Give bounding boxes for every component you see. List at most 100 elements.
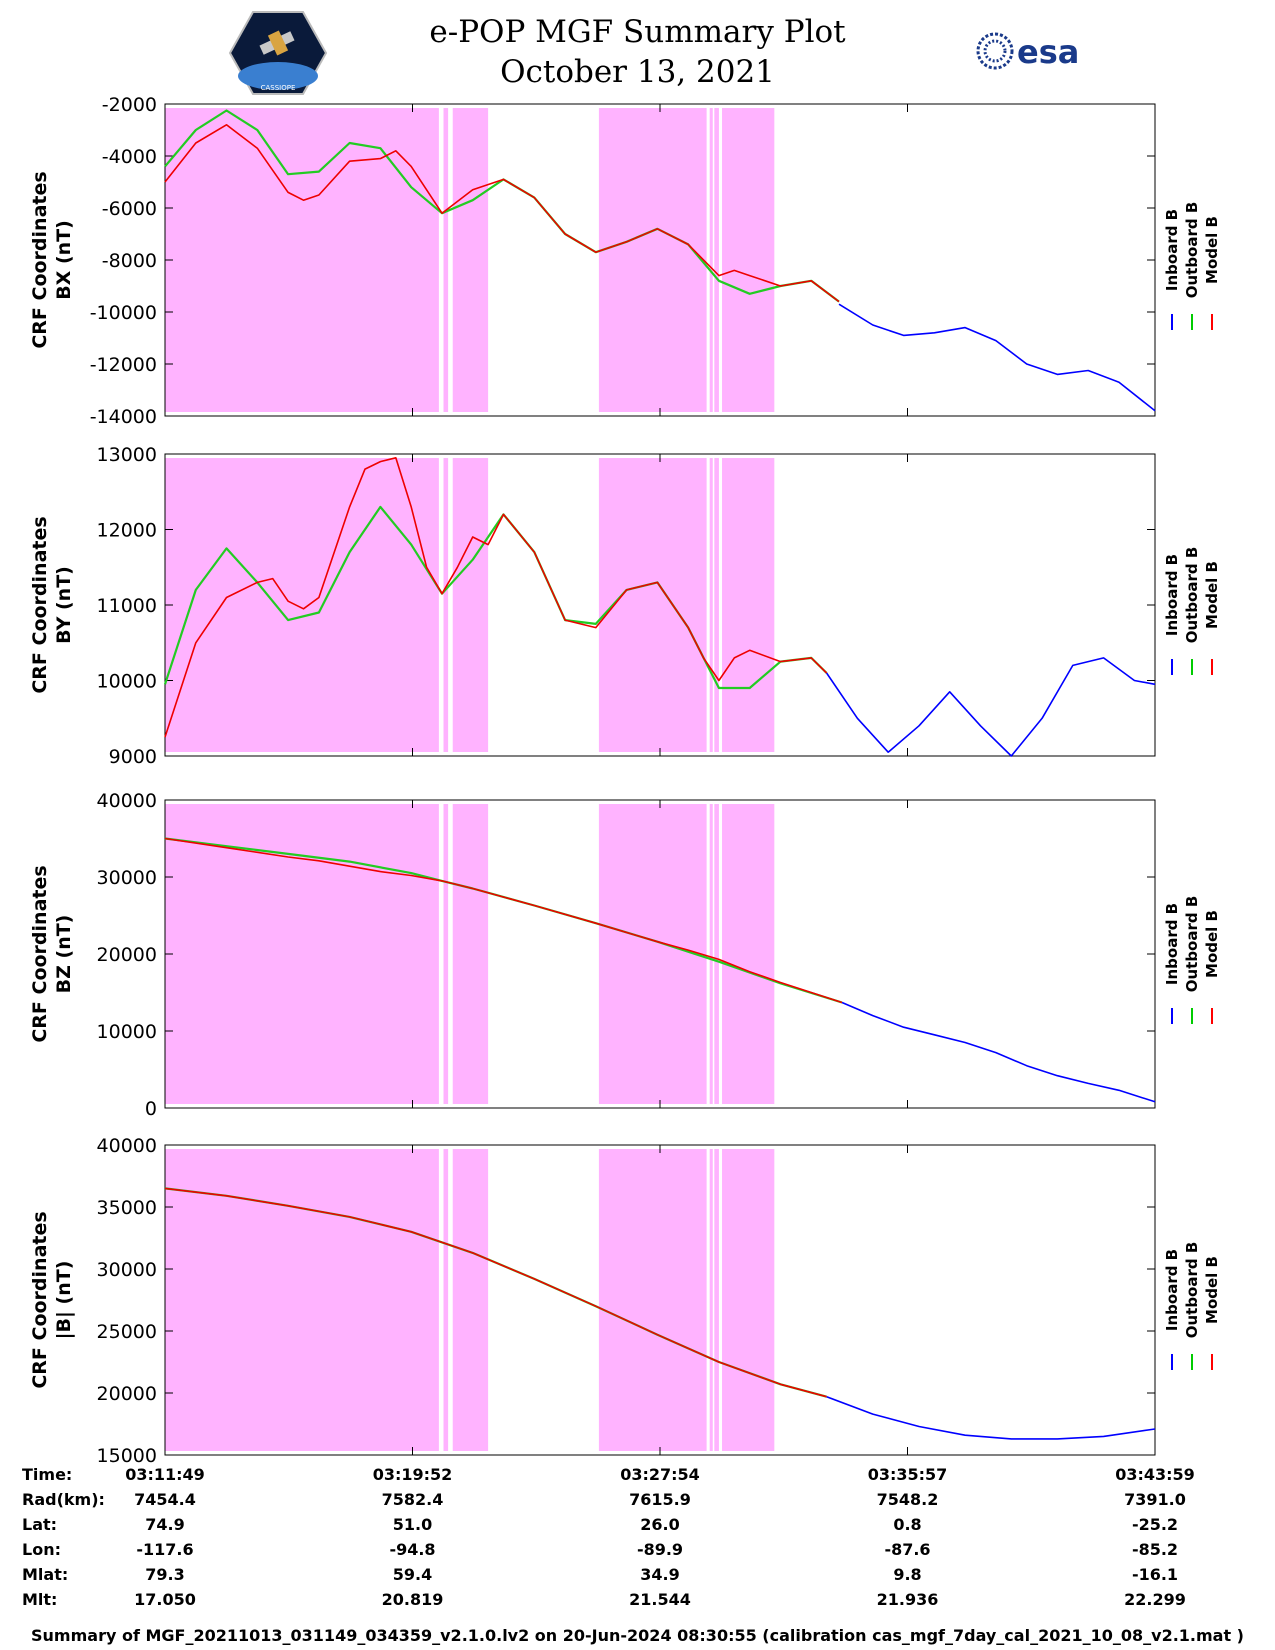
- ytick-label-1-2: 11000: [97, 595, 157, 617]
- ytick-label-1-0: 13000: [97, 444, 157, 466]
- series-line-0-2: [164, 124, 840, 303]
- esa-logo: esa: [976, 32, 1079, 71]
- shaded-interval-1-5: [714, 458, 719, 752]
- table-row-label-0: Time:: [22, 1465, 73, 1484]
- shaded-interval-1-3: [598, 458, 707, 752]
- cassiope-logo-text: CASSIOPE: [261, 84, 296, 92]
- shaded-interval-1-0: [165, 458, 439, 752]
- ylabel-line2-0: BX (nT): [53, 220, 75, 300]
- shaded-interval-0-1: [443, 108, 449, 412]
- series-line-3-0: [826, 1395, 1156, 1440]
- shaded-interval-0-5: [714, 108, 719, 412]
- ylabel-line1-2: CRF Coordinates: [29, 865, 51, 1042]
- ytick-label-1-3: 10000: [97, 671, 157, 693]
- shaded-interval-3-0: [165, 1149, 439, 1451]
- plot-date: October 13, 2021: [500, 54, 775, 90]
- legend-label-0-1: Outboard B: [1183, 202, 1201, 299]
- ytick-label-2-1: 30000: [97, 867, 157, 889]
- ytick-label-2-3: 10000: [97, 1021, 157, 1043]
- series-line-1-0: [825, 657, 1156, 757]
- table-row-label-2: Lat:: [22, 1515, 58, 1534]
- table-cell-1-3: 7548.2: [876, 1490, 939, 1509]
- ytick-label-3-0: 40000: [97, 1135, 157, 1157]
- table-cell-5-1: 20.819: [381, 1590, 444, 1609]
- shaded-interval-0-6: [722, 108, 775, 412]
- table-cell-4-3: 9.8: [893, 1565, 922, 1584]
- shaded-interval-2-6: [722, 804, 775, 1104]
- shaded-interval-3-6: [722, 1149, 775, 1451]
- shaded-interval-3-2: [452, 1149, 489, 1451]
- table-cell-3-3: -87.6: [884, 1540, 931, 1559]
- legend-label-1-1: Outboard B: [1183, 547, 1201, 644]
- legend-label-1-0: Inboard B: [1163, 554, 1181, 636]
- ylabel-line2-1: BY (nT): [53, 566, 75, 644]
- table-cell-2-4: -25.2: [1131, 1515, 1179, 1534]
- cassiope-logo: CASSIOPE: [228, 11, 328, 95]
- ylabel-line1-3: CRF Coordinates: [29, 1211, 51, 1388]
- table-cell-5-2: 21.544: [629, 1590, 691, 1609]
- ytick-label-2-2: 20000: [97, 944, 157, 966]
- table-row-label-3: Lon:: [22, 1540, 61, 1559]
- ytick-label-0-5: -12000: [90, 354, 157, 376]
- esa-logo-text: esa: [1017, 33, 1079, 71]
- shaded-interval-1-1: [443, 458, 449, 752]
- table-cell-2-2: 26.0: [640, 1515, 680, 1534]
- table-cell-5-0: 17.050: [134, 1590, 196, 1609]
- table-cell-2-0: 74.9: [145, 1515, 185, 1534]
- footer-caption: Summary of MGF_20211013_031149_034359_v2…: [31, 1626, 1244, 1645]
- ytick-label-3-3: 25000: [97, 1321, 157, 1343]
- table-cell-1-2: 7615.9: [629, 1490, 691, 1509]
- legend-label-3-2: Model B: [1203, 1256, 1221, 1324]
- table-cell-1-4: 7391.0: [1124, 1490, 1186, 1509]
- shaded-interval-1-6: [722, 458, 775, 752]
- ytick-label-0-6: -14000: [90, 406, 157, 428]
- table-cell-0-1: 03:19:52: [372, 1465, 453, 1484]
- ytick-label-0-3: -8000: [102, 250, 157, 272]
- table-row-label-4: Mlat:: [22, 1565, 69, 1584]
- table-cell-3-0: -117.6: [136, 1540, 194, 1559]
- ytick-label-3-4: 20000: [97, 1383, 157, 1405]
- legend-label-3-0: Inboard B: [1163, 1249, 1181, 1331]
- ylabel-line2-3: |B| (nT): [53, 1261, 75, 1340]
- table-cell-2-3: 0.8: [893, 1515, 922, 1534]
- table-cell-4-2: 34.9: [640, 1565, 680, 1584]
- shaded-interval-3-1: [443, 1149, 449, 1451]
- series-line-0-0: [838, 303, 1156, 412]
- ytick-label-1-4: 9000: [109, 746, 157, 768]
- legend-label-2-2: Model B: [1203, 910, 1221, 978]
- series-line-2-2: [164, 837, 843, 1004]
- legend-label-1-2: Model B: [1203, 561, 1221, 629]
- table-cell-4-0: 79.3: [145, 1565, 185, 1584]
- table-cell-1-0: 7454.4: [134, 1490, 196, 1509]
- table-row-label-1: Rad(km):: [22, 1490, 105, 1509]
- shaded-interval-3-5: [714, 1149, 719, 1451]
- table-cell-5-3: 21.936: [876, 1590, 939, 1609]
- ylabel-line2-2: BZ (nT): [53, 915, 75, 994]
- table-cell-0-2: 03:27:54: [620, 1465, 700, 1484]
- ytick-label-0-2: -6000: [102, 198, 157, 220]
- shaded-interval-2-0: [165, 804, 439, 1104]
- legend-label-0-0: Inboard B: [1163, 209, 1181, 291]
- ytick-label-3-5: 15000: [97, 1445, 157, 1467]
- ytick-label-3-1: 35000: [97, 1197, 157, 1219]
- table-cell-0-4: 03:43:59: [1115, 1465, 1195, 1484]
- series-line-1-2: [164, 456, 828, 738]
- legend-label-2-0: Inboard B: [1163, 903, 1181, 985]
- ytick-label-2-0: 40000: [97, 790, 157, 812]
- table-cell-3-1: -94.8: [389, 1540, 436, 1559]
- table-cell-0-0: 03:11:49: [125, 1465, 205, 1484]
- table-cell-4-1: 59.4: [392, 1565, 433, 1584]
- shaded-interval-2-2: [452, 804, 489, 1104]
- series-line-3-2: [164, 1187, 827, 1398]
- table-row-label-5: Mlt:: [22, 1590, 58, 1609]
- table-cell-2-1: 51.0: [392, 1515, 433, 1534]
- plot-title: e-POP MGF Summary Plot: [429, 14, 846, 50]
- shaded-interval-0-3: [598, 108, 707, 412]
- shaded-interval-1-2: [452, 458, 489, 752]
- shaded-interval-3-4: [709, 1149, 713, 1451]
- shaded-interval-2-3: [598, 804, 707, 1104]
- table-cell-4-4: -16.1: [1131, 1565, 1179, 1584]
- legend-label-3-1: Outboard B: [1183, 1242, 1201, 1339]
- shaded-interval-3-3: [598, 1149, 707, 1451]
